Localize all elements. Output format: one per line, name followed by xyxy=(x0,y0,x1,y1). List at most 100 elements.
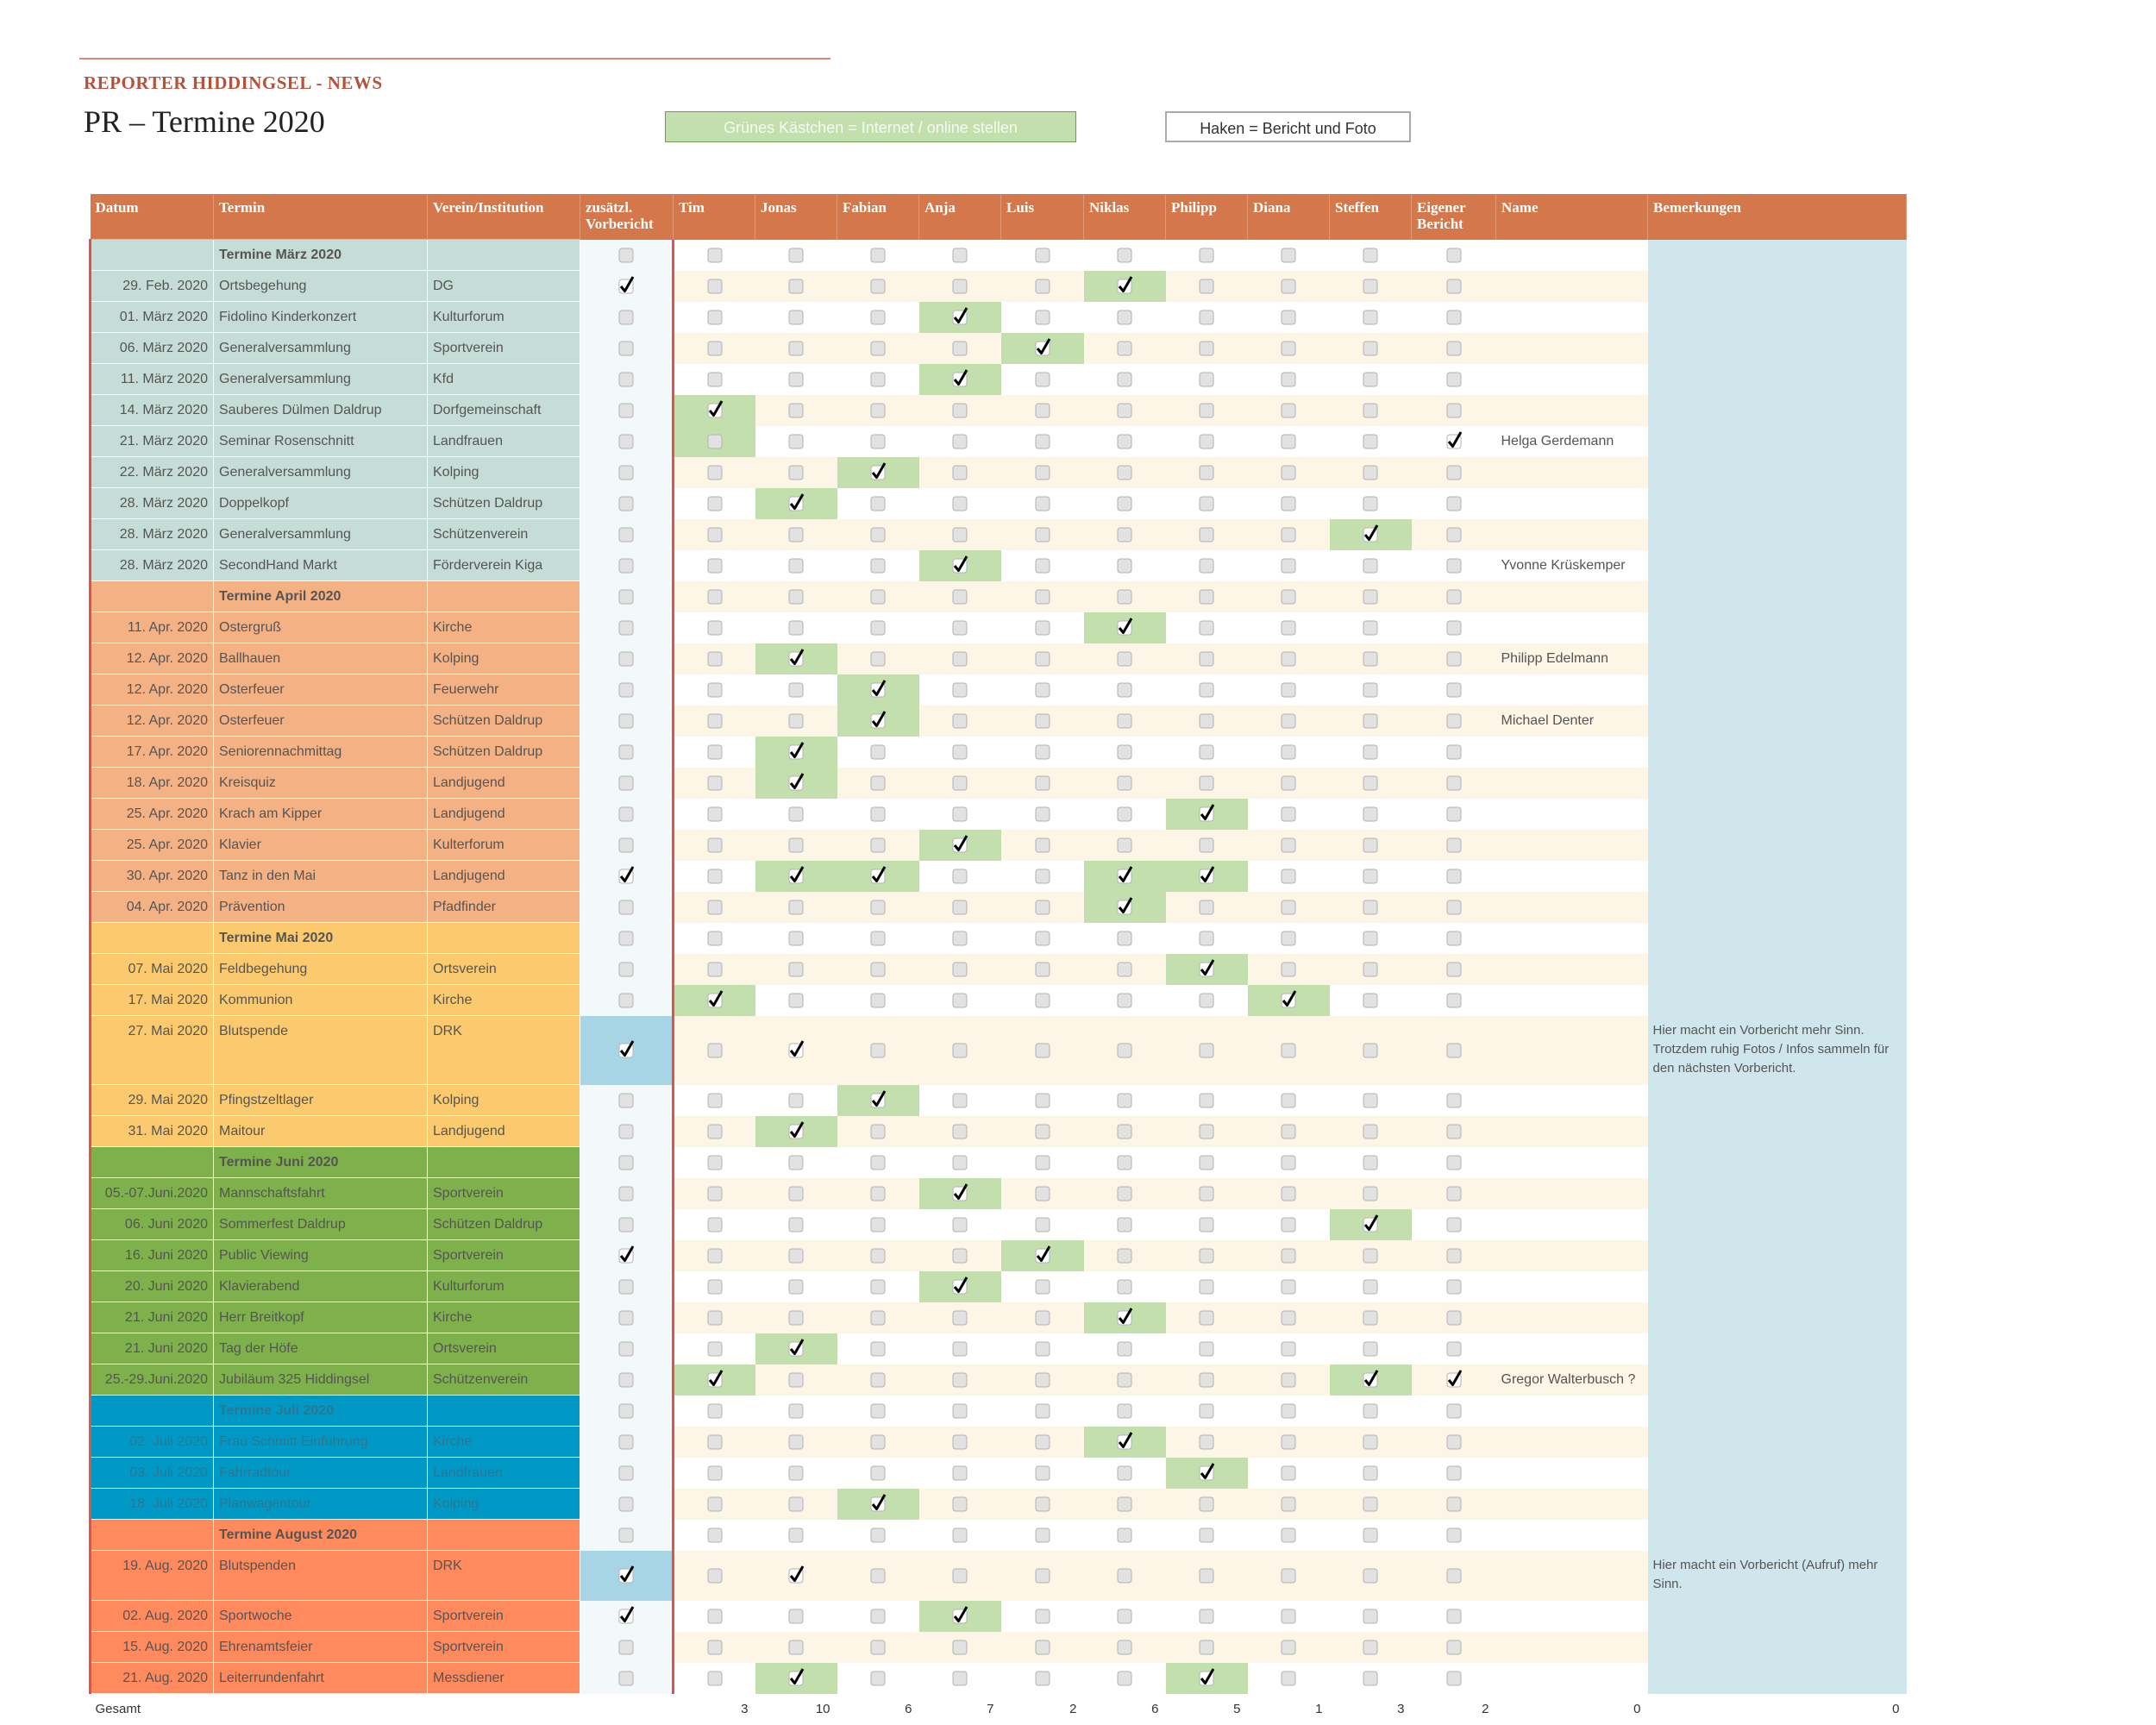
checkbox[interactable] xyxy=(1034,1123,1051,1140)
checkbox-checked[interactable] xyxy=(1116,617,1133,637)
checkbox[interactable] xyxy=(1362,1567,1379,1584)
checkbox[interactable] xyxy=(1445,371,1463,388)
checkbox-checked[interactable] xyxy=(951,368,968,388)
checkbox[interactable] xyxy=(1280,1340,1297,1358)
checkbox[interactable] xyxy=(1280,1465,1297,1482)
checkbox[interactable] xyxy=(1034,1371,1051,1389)
checkbox[interactable] xyxy=(951,1154,968,1171)
checkbox[interactable] xyxy=(1445,1247,1463,1264)
checkbox[interactable] xyxy=(1198,743,1215,761)
checkbox[interactable] xyxy=(706,1465,724,1482)
checkbox[interactable] xyxy=(869,899,887,916)
checkbox[interactable] xyxy=(951,619,968,637)
checkbox[interactable] xyxy=(869,619,887,637)
checkbox[interactable] xyxy=(787,371,805,388)
checkbox[interactable] xyxy=(1280,433,1297,450)
checkbox[interactable] xyxy=(869,1371,887,1389)
checkbox[interactable] xyxy=(617,650,635,668)
checkbox[interactable] xyxy=(869,1216,887,1233)
checkbox[interactable] xyxy=(706,712,724,730)
checkbox[interactable] xyxy=(1362,464,1379,481)
checkbox[interactable] xyxy=(1198,247,1215,264)
checkbox[interactable] xyxy=(787,340,805,357)
checkbox[interactable] xyxy=(1198,1608,1215,1625)
checkbox[interactable] xyxy=(869,1527,887,1544)
checkbox[interactable] xyxy=(1198,1402,1215,1420)
checkbox[interactable] xyxy=(1362,402,1379,419)
checkbox[interactable] xyxy=(1116,1216,1133,1233)
checkbox[interactable] xyxy=(1280,1567,1297,1584)
checkbox[interactable] xyxy=(1280,464,1297,481)
checkbox[interactable] xyxy=(1362,371,1379,388)
checkbox[interactable] xyxy=(1445,495,1463,512)
checkbox-checked[interactable] xyxy=(869,865,887,885)
checkbox-checked[interactable] xyxy=(951,306,968,326)
checkbox[interactable] xyxy=(1362,1340,1379,1358)
checkbox[interactable] xyxy=(1445,309,1463,326)
checkbox[interactable] xyxy=(1280,1092,1297,1109)
checkbox[interactable] xyxy=(1116,402,1133,419)
checkbox[interactable] xyxy=(1116,930,1133,947)
checkbox[interactable] xyxy=(706,1278,724,1295)
checkbox[interactable] xyxy=(951,526,968,543)
checkbox[interactable] xyxy=(1362,712,1379,730)
checkbox-checked[interactable] xyxy=(951,1605,968,1625)
checkbox[interactable] xyxy=(1280,1371,1297,1389)
checkbox[interactable] xyxy=(706,806,724,823)
checkbox[interactable] xyxy=(1280,619,1297,637)
checkbox[interactable] xyxy=(951,961,968,978)
checkbox[interactable] xyxy=(1116,1608,1133,1625)
checkbox[interactable] xyxy=(706,1185,724,1202)
checkbox[interactable] xyxy=(1280,1278,1297,1295)
checkbox[interactable] xyxy=(951,1042,968,1059)
checkbox[interactable] xyxy=(1034,806,1051,823)
checkbox[interactable] xyxy=(1116,309,1133,326)
checkbox[interactable] xyxy=(1280,402,1297,419)
checkbox[interactable] xyxy=(787,1402,805,1420)
checkbox[interactable] xyxy=(1445,681,1463,699)
checkbox[interactable] xyxy=(869,650,887,668)
checkbox[interactable] xyxy=(617,1639,635,1656)
checkbox[interactable] xyxy=(617,402,635,419)
checkbox[interactable] xyxy=(706,1567,724,1584)
checkbox[interactable] xyxy=(1362,1496,1379,1513)
checkbox[interactable] xyxy=(1362,278,1379,295)
checkbox[interactable] xyxy=(1034,712,1051,730)
checkbox[interactable] xyxy=(1445,557,1463,574)
checkbox[interactable] xyxy=(1034,650,1051,668)
checkbox[interactable] xyxy=(617,1309,635,1327)
checkbox[interactable] xyxy=(1116,1185,1133,1202)
checkbox[interactable] xyxy=(1198,278,1215,295)
checkbox-checked[interactable] xyxy=(617,865,635,885)
checkbox[interactable] xyxy=(706,340,724,357)
checkbox[interactable] xyxy=(787,1154,805,1171)
checkbox[interactable] xyxy=(869,992,887,1009)
checkbox[interactable] xyxy=(1198,557,1215,574)
checkbox[interactable] xyxy=(1116,1154,1133,1171)
checkbox[interactable] xyxy=(1034,1670,1051,1687)
checkbox[interactable] xyxy=(1445,1092,1463,1109)
checkbox[interactable] xyxy=(706,495,724,512)
checkbox[interactable] xyxy=(706,1309,724,1327)
checkbox[interactable] xyxy=(787,247,805,264)
checkbox[interactable] xyxy=(1280,1247,1297,1264)
checkbox[interactable] xyxy=(1362,837,1379,854)
checkbox[interactable] xyxy=(617,1154,635,1171)
checkbox-checked[interactable] xyxy=(951,1276,968,1295)
checkbox[interactable] xyxy=(1362,1278,1379,1295)
checkbox[interactable] xyxy=(706,899,724,916)
checkbox[interactable] xyxy=(1034,1402,1051,1420)
checkbox[interactable] xyxy=(1034,1496,1051,1513)
checkbox-checked[interactable] xyxy=(787,1667,805,1687)
checkbox[interactable] xyxy=(1116,495,1133,512)
checkbox[interactable] xyxy=(951,1670,968,1687)
checkbox[interactable] xyxy=(787,899,805,916)
checkbox[interactable] xyxy=(617,1402,635,1420)
checkbox[interactable] xyxy=(1445,1216,1463,1233)
checkbox-checked[interactable] xyxy=(1445,430,1463,450)
checkbox[interactable] xyxy=(951,433,968,450)
checkbox[interactable] xyxy=(951,495,968,512)
checkbox-checked[interactable] xyxy=(869,710,887,730)
checkbox[interactable] xyxy=(1034,1278,1051,1295)
checkbox[interactable] xyxy=(869,557,887,574)
